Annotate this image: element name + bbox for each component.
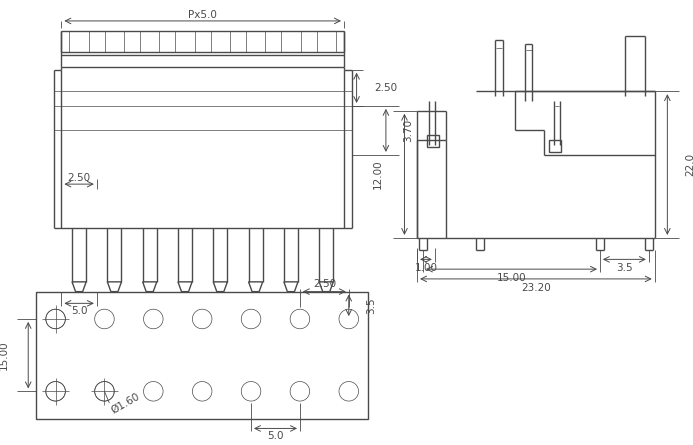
- Text: 2.50: 2.50: [313, 279, 336, 289]
- Text: 2.50: 2.50: [374, 83, 397, 93]
- Bar: [211, 31, 230, 52]
- Text: 2.50: 2.50: [67, 173, 91, 183]
- Bar: [317, 31, 336, 52]
- Bar: [140, 31, 159, 52]
- Text: 3.5: 3.5: [367, 297, 376, 314]
- Text: Ø1.60: Ø1.60: [109, 391, 141, 415]
- Bar: [105, 31, 124, 52]
- Text: 22.0: 22.0: [685, 153, 693, 176]
- Bar: [36, 291, 368, 419]
- Text: 5.0: 5.0: [267, 431, 283, 441]
- Text: Px5.0: Px5.0: [188, 10, 217, 20]
- Bar: [549, 140, 561, 152]
- Bar: [69, 31, 89, 52]
- Text: 3.5: 3.5: [616, 263, 633, 273]
- Text: 15.00: 15.00: [497, 273, 526, 283]
- Text: 1.00: 1.00: [414, 263, 437, 273]
- Text: 23.20: 23.20: [521, 283, 551, 293]
- Bar: [281, 31, 301, 52]
- Text: 5.0: 5.0: [71, 306, 87, 316]
- Text: 15.00: 15.00: [0, 340, 9, 370]
- Text: 12.00: 12.00: [373, 160, 383, 189]
- Text: 3.70: 3.70: [403, 119, 414, 142]
- Bar: [246, 31, 265, 52]
- Bar: [427, 135, 439, 147]
- Bar: [175, 31, 195, 52]
